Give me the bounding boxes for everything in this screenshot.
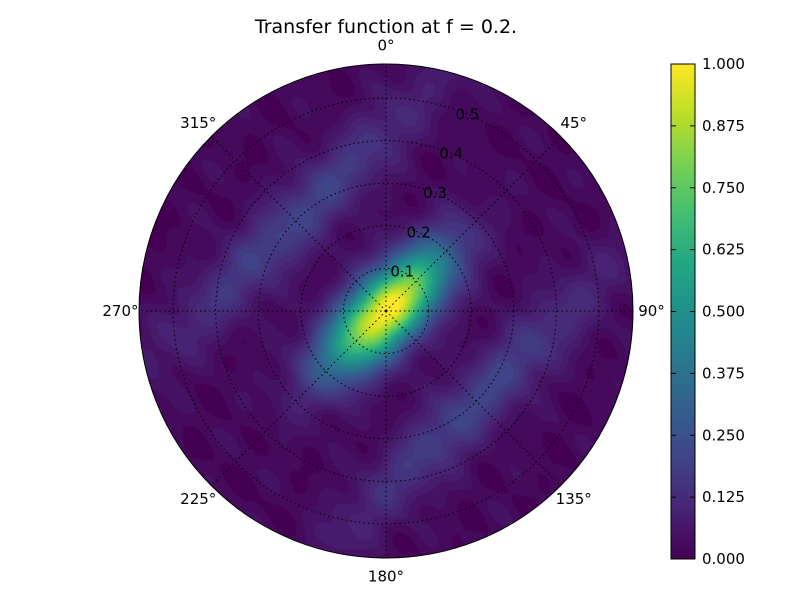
colorbar-tick-label: 0.375	[702, 364, 745, 382]
colorbar: 0.000 0.125 0.250 0.375 0.500 0.625 0.750 0.875…	[670, 55, 745, 568]
radial-tick-label: 0.5	[456, 105, 480, 123]
radial-gridline	[342, 267, 430, 355]
angular-gridline	[210, 310, 387, 487]
colorbar-tick-label: 1.000	[702, 55, 745, 73]
angular-tick-labels: 0° 45° 90° 135° 180° 225° 270° 315°	[102, 36, 664, 585]
angular-gridline	[210, 135, 387, 312]
colorbar-tick-label: 0.000	[702, 550, 745, 568]
radial-tick-labels: 0.1 0.2 0.3 0.4 0.5	[390, 105, 479, 280]
angular-tick-label: 90°	[638, 302, 665, 320]
chart-title: Transfer function at f = 0.2.	[254, 16, 517, 38]
angular-tick-label: 315°	[180, 114, 216, 132]
colorbar-ticks: 0.000 0.125 0.250 0.375 0.500 0.625 0.750 0.875…	[671, 55, 745, 568]
angular-tick-label: 0°	[377, 36, 394, 54]
angular-tick-label: 45°	[560, 114, 587, 132]
colorbar-tick-label: 0.750	[702, 179, 745, 197]
angular-tick-label: 180°	[368, 568, 404, 586]
radial-tick-label: 0.4	[439, 145, 463, 163]
radial-tick-label: 0.3	[423, 184, 447, 202]
radial-tick-label: 0.1	[390, 263, 414, 281]
angular-tick-label: 225°	[180, 490, 216, 508]
radial-gridline	[300, 225, 472, 397]
angular-tick-label: 135°	[556, 490, 592, 508]
angular-gridlines	[139, 64, 633, 558]
radial-tick-label: 0.2	[407, 223, 431, 241]
colorbar-tick-label: 0.125	[702, 488, 745, 506]
colorbar-tick-label: 0.625	[702, 241, 745, 259]
angular-gridline	[385, 135, 562, 312]
radial-gridline	[257, 182, 515, 440]
radial-gridline	[215, 140, 557, 482]
colorbar-tick-label: 0.500	[702, 303, 745, 321]
polar-frame	[138, 63, 634, 559]
colorbar-tick-label: 0.875	[702, 117, 745, 135]
angular-gridline	[385, 310, 562, 487]
colorbar-tick-label: 0.250	[702, 426, 745, 444]
angular-tick-label: 270°	[102, 302, 138, 320]
